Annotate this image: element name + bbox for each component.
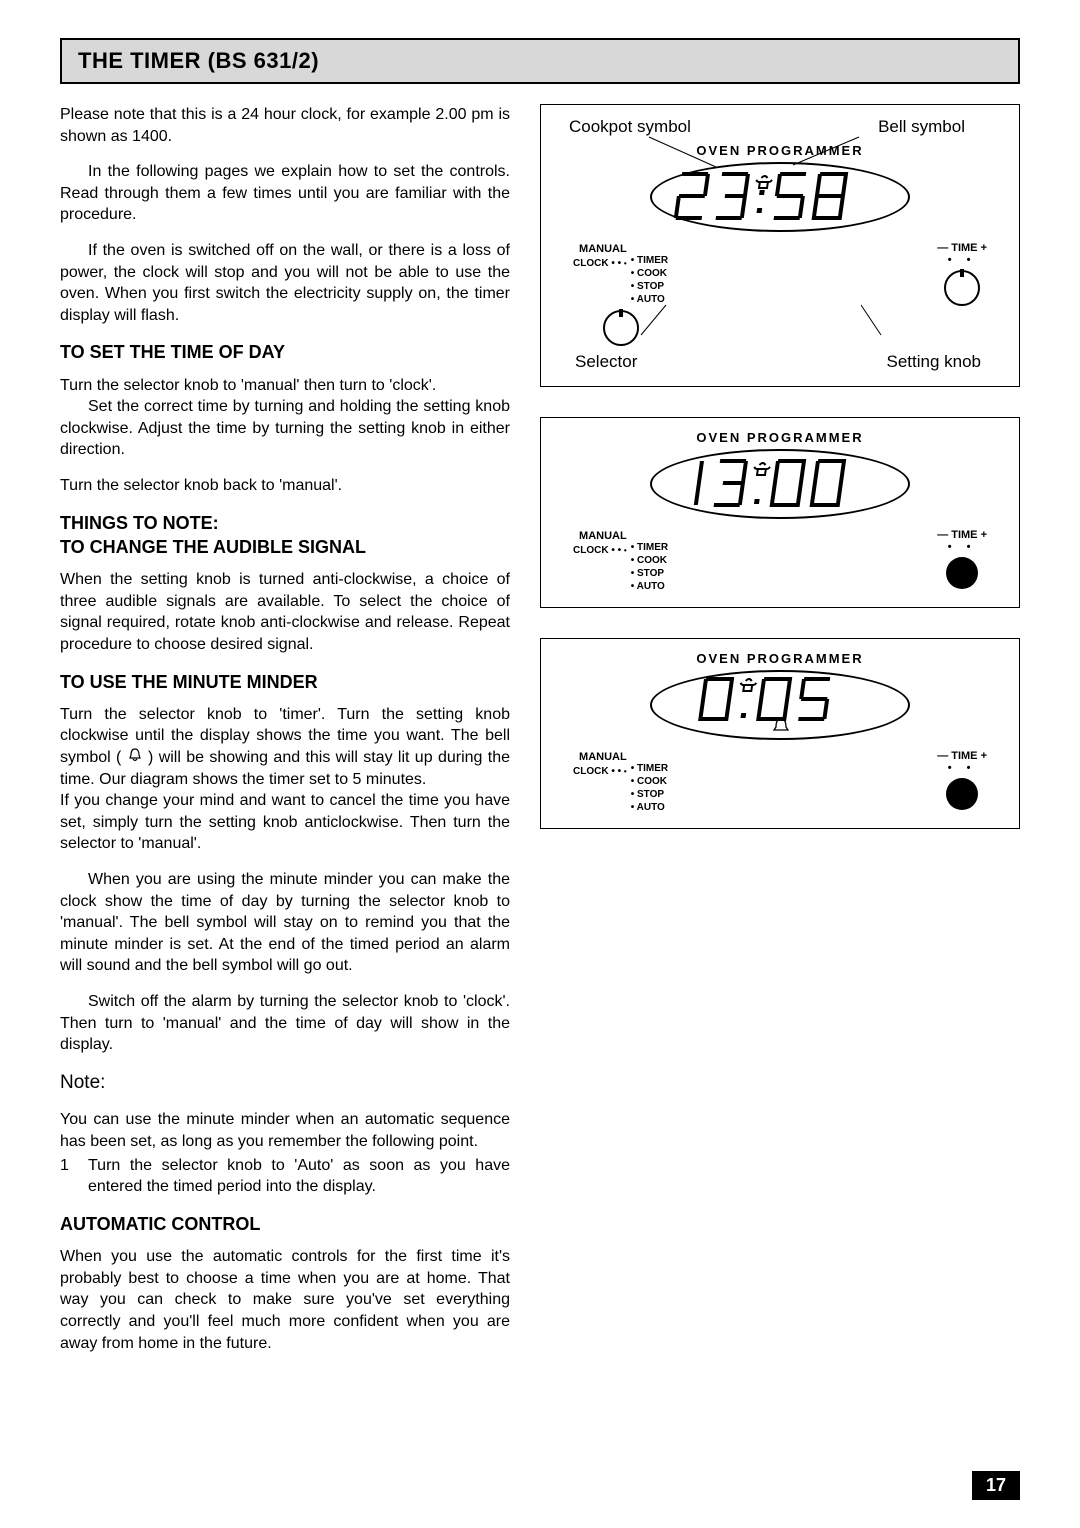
paragraph: If you change your mind and want to canc… <box>60 790 510 855</box>
display <box>650 449 910 519</box>
setting-knob-block: — TIME + • • <box>937 242 987 306</box>
selector-knob <box>603 310 639 346</box>
time-label: — TIME + <box>937 242 987 254</box>
sel-auto: AUTO <box>631 293 668 306</box>
page-number: 17 <box>972 1471 1020 1500</box>
time-dots: • • <box>948 541 977 553</box>
sel-stop: STOP <box>631 788 668 801</box>
time-dots: • • <box>948 762 977 774</box>
sel-timer: TIMER <box>631 254 668 267</box>
paragraphs: Switch off the alarm by turning the sele… <box>60 991 510 1056</box>
display-digits <box>660 170 900 225</box>
note-label: Note: <box>60 1070 510 1096</box>
list-item: 1 Turn the selector knob to 'Auto' as so… <box>60 1155 510 1198</box>
control-row: MANUAL CLOCK • • • TIMER COOK STOP AUTO <box>559 750 1001 814</box>
selector-label: Selector <box>575 352 637 372</box>
display-digits <box>660 457 900 512</box>
setting-knob-block: — TIME + • • <box>937 529 987 589</box>
time-label: — TIME + <box>937 529 987 541</box>
heading-things-to-note: THINGS TO NOTE: TO CHANGE THE AUDIBLE SI… <box>60 511 510 560</box>
programmer-title: OVEN PROGRAMMER <box>696 430 863 445</box>
sel-cook: COOK <box>631 267 668 280</box>
paragraph: When you are using the minute minder you… <box>60 869 510 977</box>
heading-set-time: TO SET THE TIME OF DAY <box>60 340 510 364</box>
paragraph: When the setting knob is turned anti-clo… <box>60 569 510 655</box>
paragraph: If the oven is switched off on the wall,… <box>60 240 510 326</box>
text-column: Please note that this is a 24 hour clock… <box>60 104 510 1368</box>
heading-minute-minder: TO USE THE MINUTE MINDER <box>60 670 510 694</box>
oven-programmer: OVEN PROGRAMMER <box>559 651 1001 814</box>
sel-manual: MANUAL <box>573 242 627 256</box>
sel-manual: MANUAL <box>573 529 627 543</box>
oven-programmer: OVEN PROGRAMMER <box>559 430 1001 593</box>
list-number: 1 <box>60 1155 88 1198</box>
sel-cook: COOK <box>631 775 668 788</box>
setting-knob <box>944 270 980 306</box>
setting-knob-block: — TIME + • • <box>937 750 987 810</box>
diagram-1: Cookpot symbol Bell symbol OVEN PROGRAMM… <box>540 104 1020 387</box>
sel-timer: TIMER <box>631 541 668 554</box>
two-column-layout: Please note that this is a 24 hour clock… <box>60 104 1020 1368</box>
paragraph: Turn the selector knob to 'manual' then … <box>60 375 510 397</box>
sel-manual: MANUAL <box>573 750 627 764</box>
display <box>650 162 910 232</box>
sel-cook: COOK <box>631 554 668 567</box>
diagram-3: OVEN PROGRAMMER <box>540 638 1020 829</box>
diagram-bottom-labels: Selector Setting knob <box>559 352 1001 372</box>
paragraph: Turn the selector knob back to 'manual'. <box>60 475 510 497</box>
paragraph: In the following pages we explain how to… <box>60 161 510 226</box>
diagram-2: OVEN PROGRAMMER <box>540 417 1020 608</box>
programmer-title: OVEN PROGRAMMER <box>696 143 863 158</box>
sel-auto: AUTO <box>631 580 668 593</box>
sel-stop: STOP <box>631 567 668 580</box>
time-label: — TIME + <box>937 750 987 762</box>
paragraph: Turn the selector knob to 'timer'. Turn … <box>60 704 510 790</box>
control-row: MANUAL CLOCK • • • TIMER COOK STOP AUTO <box>559 529 1001 593</box>
sel-clock: CLOCK <box>573 258 609 269</box>
oven-programmer: OVEN PROGRAMMER <box>559 143 1001 346</box>
setting-knob-label: Setting knob <box>886 352 981 372</box>
list-text: Turn the selector knob to 'Auto' as soon… <box>88 1155 510 1198</box>
display <box>650 670 910 740</box>
paragraph: When you use the automatic controls for … <box>60 1246 510 1354</box>
sel-stop: STOP <box>631 280 668 293</box>
display-digits <box>660 675 900 735</box>
setting-knob <box>946 778 978 810</box>
section-title-box: THE TIMER (BS 631/2) <box>60 38 1020 84</box>
programmer-title: OVEN PROGRAMMER <box>696 651 863 666</box>
cookpot-label: Cookpot symbol <box>569 117 691 137</box>
selector-knob-block: MANUAL CLOCK • • • TIMER COOK STOP AUTO <box>573 529 668 593</box>
setting-knob <box>946 557 978 589</box>
bell-icon <box>127 747 143 769</box>
section-title: THE TIMER (BS 631/2) <box>78 48 1002 74</box>
paragraph: Set the correct time by turning and hold… <box>60 396 510 461</box>
selector-knob-block: MANUAL CLOCK • • • TIMER COOK STOP AUTO <box>573 242 668 346</box>
heading-automatic-control: AUTOMATIC CONTROL <box>60 1212 510 1236</box>
selector-knob-block: MANUAL CLOCK • • • TIMER COOK STOP AUTO <box>573 750 668 814</box>
paragraph: Please note that this is a 24 hour clock… <box>60 104 510 147</box>
heading-line: THINGS TO NOTE: <box>60 513 219 533</box>
time-dots: • • <box>948 254 977 266</box>
sel-timer: TIMER <box>631 762 668 775</box>
sel-clock: CLOCK <box>573 545 609 556</box>
diagram-top-labels: Cookpot symbol Bell symbol <box>559 117 1001 137</box>
control-row: MANUAL CLOCK • • • TIMER COOK STOP AUTO <box>559 242 1001 346</box>
paragraph: You can use the minute minder when an au… <box>60 1109 510 1152</box>
sel-clock: CLOCK <box>573 766 609 777</box>
sel-auto: AUTO <box>631 801 668 814</box>
bell-label: Bell symbol <box>878 117 965 137</box>
heading-line: TO CHANGE THE AUDIBLE SIGNAL <box>60 537 366 557</box>
diagram-column: Cookpot symbol Bell symbol OVEN PROGRAMM… <box>540 104 1020 1368</box>
